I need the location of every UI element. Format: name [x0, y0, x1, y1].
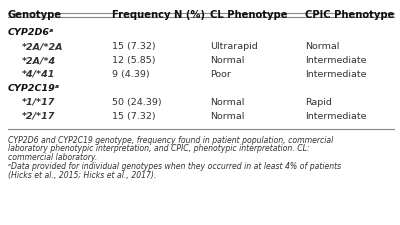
Text: Intermediate: Intermediate	[305, 70, 366, 79]
Text: Intermediate: Intermediate	[305, 112, 366, 120]
Text: 15 (7.32): 15 (7.32)	[112, 112, 156, 120]
Text: Normal: Normal	[210, 112, 244, 120]
Text: CL Phenotype: CL Phenotype	[210, 10, 288, 20]
Text: Genotype: Genotype	[8, 10, 62, 20]
Text: CYP2D6 and CYP2C19 genotype, frequency found in patient population, commercial: CYP2D6 and CYP2C19 genotype, frequency f…	[8, 135, 333, 144]
Text: Normal: Normal	[210, 98, 244, 106]
Text: *2/*17: *2/*17	[22, 112, 55, 120]
Text: commercial laboratory.: commercial laboratory.	[8, 152, 97, 161]
Text: Frequency N (%): Frequency N (%)	[112, 10, 205, 20]
Text: Rapid: Rapid	[305, 98, 332, 106]
Text: Intermediate: Intermediate	[305, 56, 366, 65]
Text: CYP2D6ᵃ: CYP2D6ᵃ	[8, 28, 54, 37]
Text: *4/*41: *4/*41	[22, 70, 55, 79]
Text: Normal: Normal	[305, 42, 339, 51]
Text: CPIC Phenotype: CPIC Phenotype	[305, 10, 394, 20]
Text: *2A/*4: *2A/*4	[22, 56, 56, 65]
Text: 12 (5.85): 12 (5.85)	[112, 56, 156, 65]
Text: *1/*17: *1/*17	[22, 98, 55, 106]
Text: ᵃData provided for individual genotypes when they occurred in at least 4% of pat: ᵃData provided for individual genotypes …	[8, 162, 341, 171]
Text: 15 (7.32): 15 (7.32)	[112, 42, 156, 51]
Text: 9 (4.39): 9 (4.39)	[112, 70, 150, 79]
Text: (Hicks et al., 2015; Hicks et al., 2017).: (Hicks et al., 2015; Hicks et al., 2017)…	[8, 170, 156, 179]
Text: Ultrarapid: Ultrarapid	[210, 42, 258, 51]
Text: Poor: Poor	[210, 70, 231, 79]
Text: 50 (24.39): 50 (24.39)	[112, 98, 162, 106]
Text: CYP2C19ᵃ: CYP2C19ᵃ	[8, 84, 60, 93]
Text: *2A/*2A: *2A/*2A	[22, 42, 64, 51]
Text: laboratory phenotypic interpretation, and CPIC, phenotypic interpretation. CL:: laboratory phenotypic interpretation, an…	[8, 144, 310, 153]
Text: Normal: Normal	[210, 56, 244, 65]
